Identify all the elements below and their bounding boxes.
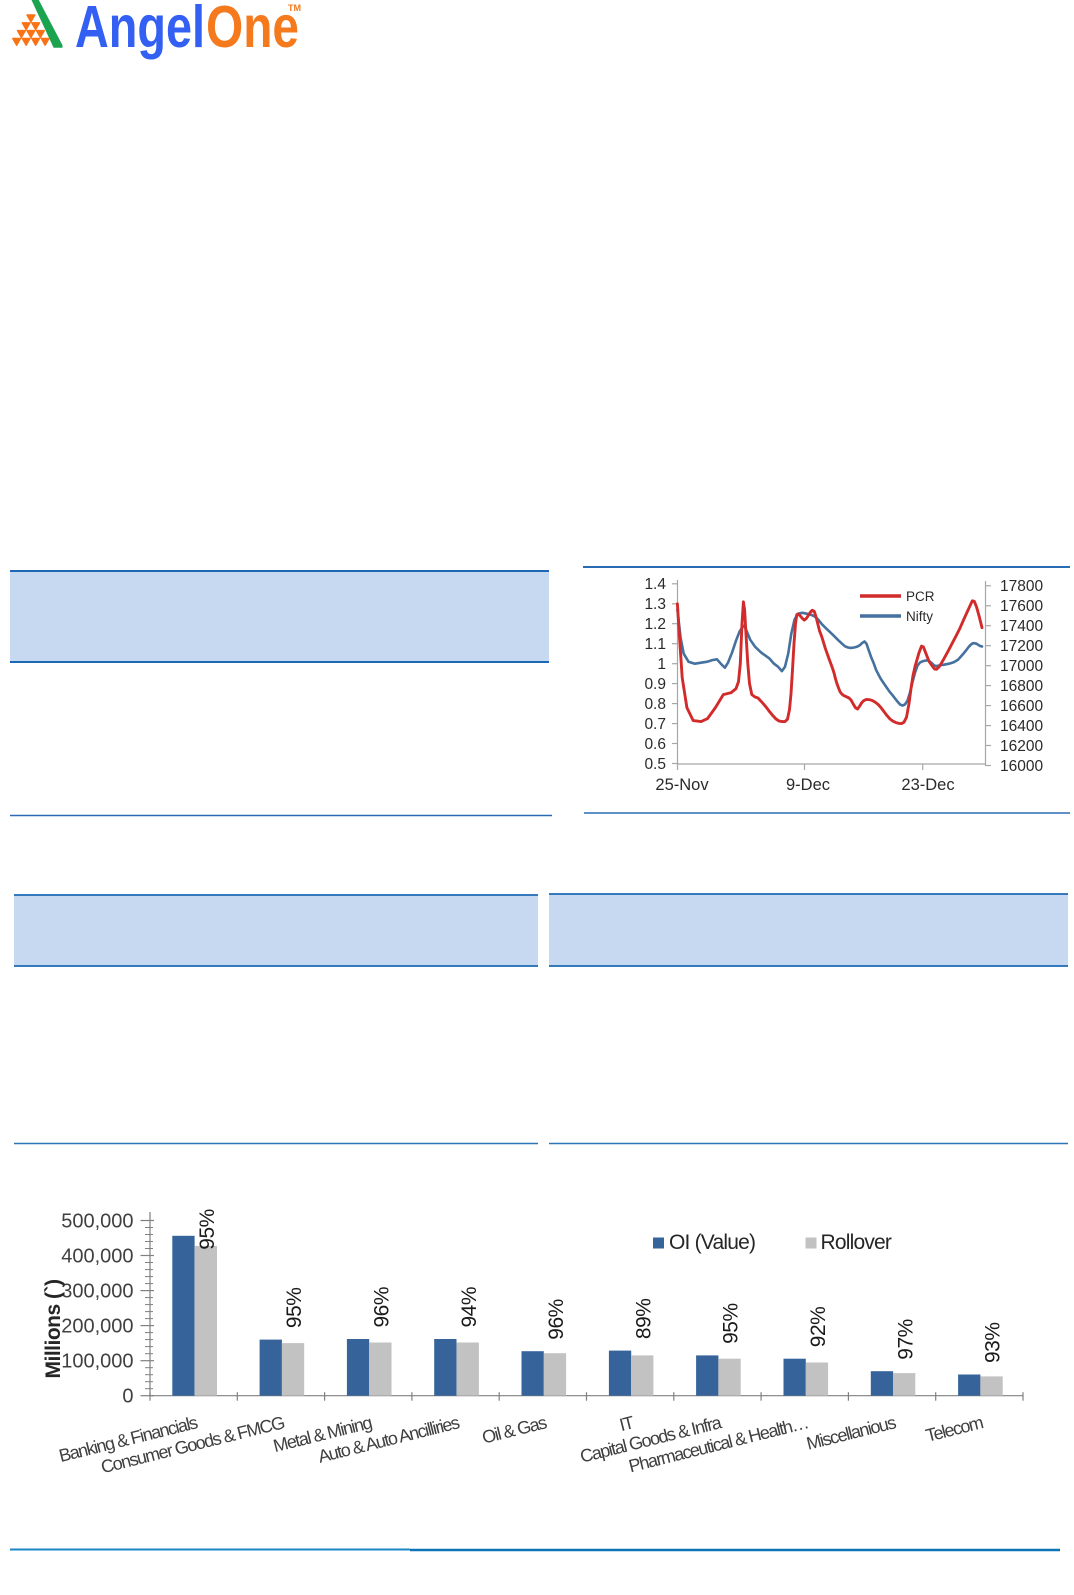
svg-text:100,000: 100,000 — [61, 1351, 133, 1373]
svg-text:1.2: 1.2 — [644, 616, 666, 633]
svg-text:96%: 96% — [371, 1287, 394, 1328]
svg-text:Telecom: Telecom — [924, 1412, 985, 1445]
svg-text:25-Nov: 25-Nov — [655, 776, 709, 794]
svg-text:Nifty: Nifty — [906, 609, 933, 624]
svg-text:16600: 16600 — [1000, 698, 1043, 715]
svg-text:300,000: 300,000 — [61, 1281, 133, 1303]
svg-text:Rollover: Rollover — [821, 1231, 892, 1254]
svg-text:Oil & Gas: Oil & Gas — [480, 1412, 549, 1447]
svg-text:89%: 89% — [632, 1299, 655, 1340]
svg-text:95%: 95% — [196, 1209, 219, 1250]
svg-text:500,000: 500,000 — [61, 1211, 133, 1233]
svg-text:Miscellanious: Miscellanious — [804, 1412, 898, 1454]
svg-text:97%: 97% — [894, 1319, 917, 1360]
svg-text:23-Dec: 23-Dec — [901, 776, 954, 794]
svg-text:16400: 16400 — [1000, 718, 1043, 735]
svg-text:94%: 94% — [458, 1287, 481, 1328]
svg-text:17400: 17400 — [1000, 618, 1043, 635]
svg-text:1.3: 1.3 — [644, 596, 666, 613]
svg-text:OI (Value): OI (Value) — [669, 1231, 755, 1254]
svg-text:9-Dec: 9-Dec — [786, 776, 830, 794]
svg-text:96%: 96% — [545, 1299, 568, 1340]
svg-text:95%: 95% — [720, 1303, 743, 1344]
svg-text:0.8: 0.8 — [644, 696, 666, 713]
svg-text:1.1: 1.1 — [644, 636, 666, 653]
svg-text:17000: 17000 — [1000, 658, 1043, 675]
svg-text:16000: 16000 — [1000, 758, 1043, 775]
svg-text:0.5: 0.5 — [644, 756, 666, 773]
svg-text:0.7: 0.7 — [644, 716, 666, 733]
svg-text:17200: 17200 — [1000, 638, 1043, 655]
svg-text:17600: 17600 — [1000, 598, 1043, 615]
svg-text:16200: 16200 — [1000, 738, 1043, 755]
svg-text:17800: 17800 — [1000, 578, 1043, 595]
svg-text:16800: 16800 — [1000, 678, 1043, 695]
svg-text:0.6: 0.6 — [644, 736, 666, 753]
svg-text:TM: TM — [288, 3, 301, 13]
svg-text:92%: 92% — [807, 1307, 830, 1348]
svg-text:0.9: 0.9 — [644, 676, 666, 693]
svg-text:Millions (`): Millions (`) — [42, 1280, 65, 1379]
svg-text:1.4: 1.4 — [644, 576, 666, 593]
svg-text:PCR: PCR — [906, 589, 935, 604]
svg-text:95%: 95% — [283, 1288, 306, 1329]
svg-text:1: 1 — [657, 656, 666, 673]
svg-text:One: One — [206, 0, 299, 60]
svg-text:IT: IT — [617, 1412, 636, 1435]
svg-text:Angel: Angel — [75, 0, 205, 60]
svg-text:93%: 93% — [982, 1322, 1005, 1363]
svg-text:200,000: 200,000 — [61, 1316, 133, 1338]
svg-text:0: 0 — [122, 1386, 133, 1408]
svg-text:400,000: 400,000 — [61, 1246, 133, 1268]
